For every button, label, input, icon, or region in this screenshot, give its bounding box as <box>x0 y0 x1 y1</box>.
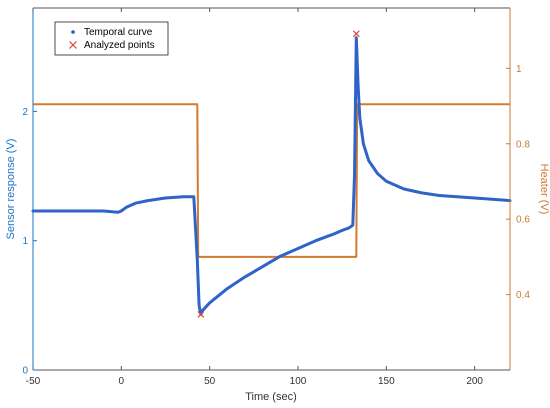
right-y-axis-title: Heater (V) <box>538 164 550 215</box>
plot-area <box>33 8 510 370</box>
x-tick-label: 50 <box>204 376 216 387</box>
x-tick-label: 100 <box>290 376 307 387</box>
left-y-tick-label: 2 <box>22 107 28 118</box>
legend-dot-marker <box>71 30 75 34</box>
left-y-tick-label: 1 <box>22 236 28 247</box>
x-tick-label: 0 <box>119 376 125 387</box>
temporal-curve-line <box>31 36 512 316</box>
right-y-tick-label: 0.6 <box>516 215 530 226</box>
legend-label-temporal-curve: Temporal curve <box>84 27 153 38</box>
legend-x-marker <box>69 41 77 49</box>
x-axis-title: Time (sec) <box>245 391 297 403</box>
x-tick-label: 200 <box>466 376 483 387</box>
analyzed-point-marker <box>197 310 205 318</box>
right-y-tick-label: 1 <box>516 64 522 75</box>
analyzed-points-layer <box>197 30 360 318</box>
right-y-axis-ticks: 0.4 0.6 0.8 1 <box>506 64 530 301</box>
x-tick-label: 150 <box>378 376 395 387</box>
left-y-axis-ticks: 0 1 2 <box>22 107 37 377</box>
analyzed-point-marker <box>352 30 360 38</box>
legend: Temporal curve Analyzed points <box>54 21 169 56</box>
right-y-tick-label: 0.8 <box>516 139 530 150</box>
x-axis-ticks: -50 0 50 100 150 200 <box>26 8 483 387</box>
left-y-tick-label: 0 <box>22 366 28 377</box>
x-tick-label: -50 <box>26 376 41 387</box>
left-y-axis-title: Sensor response (V) <box>5 139 17 240</box>
right-y-tick-label: 0.4 <box>516 290 530 301</box>
legend-box <box>54 21 169 56</box>
legend-label-analyzed-points: Analyzed points <box>84 40 155 51</box>
sensor-series-layer <box>31 36 512 316</box>
